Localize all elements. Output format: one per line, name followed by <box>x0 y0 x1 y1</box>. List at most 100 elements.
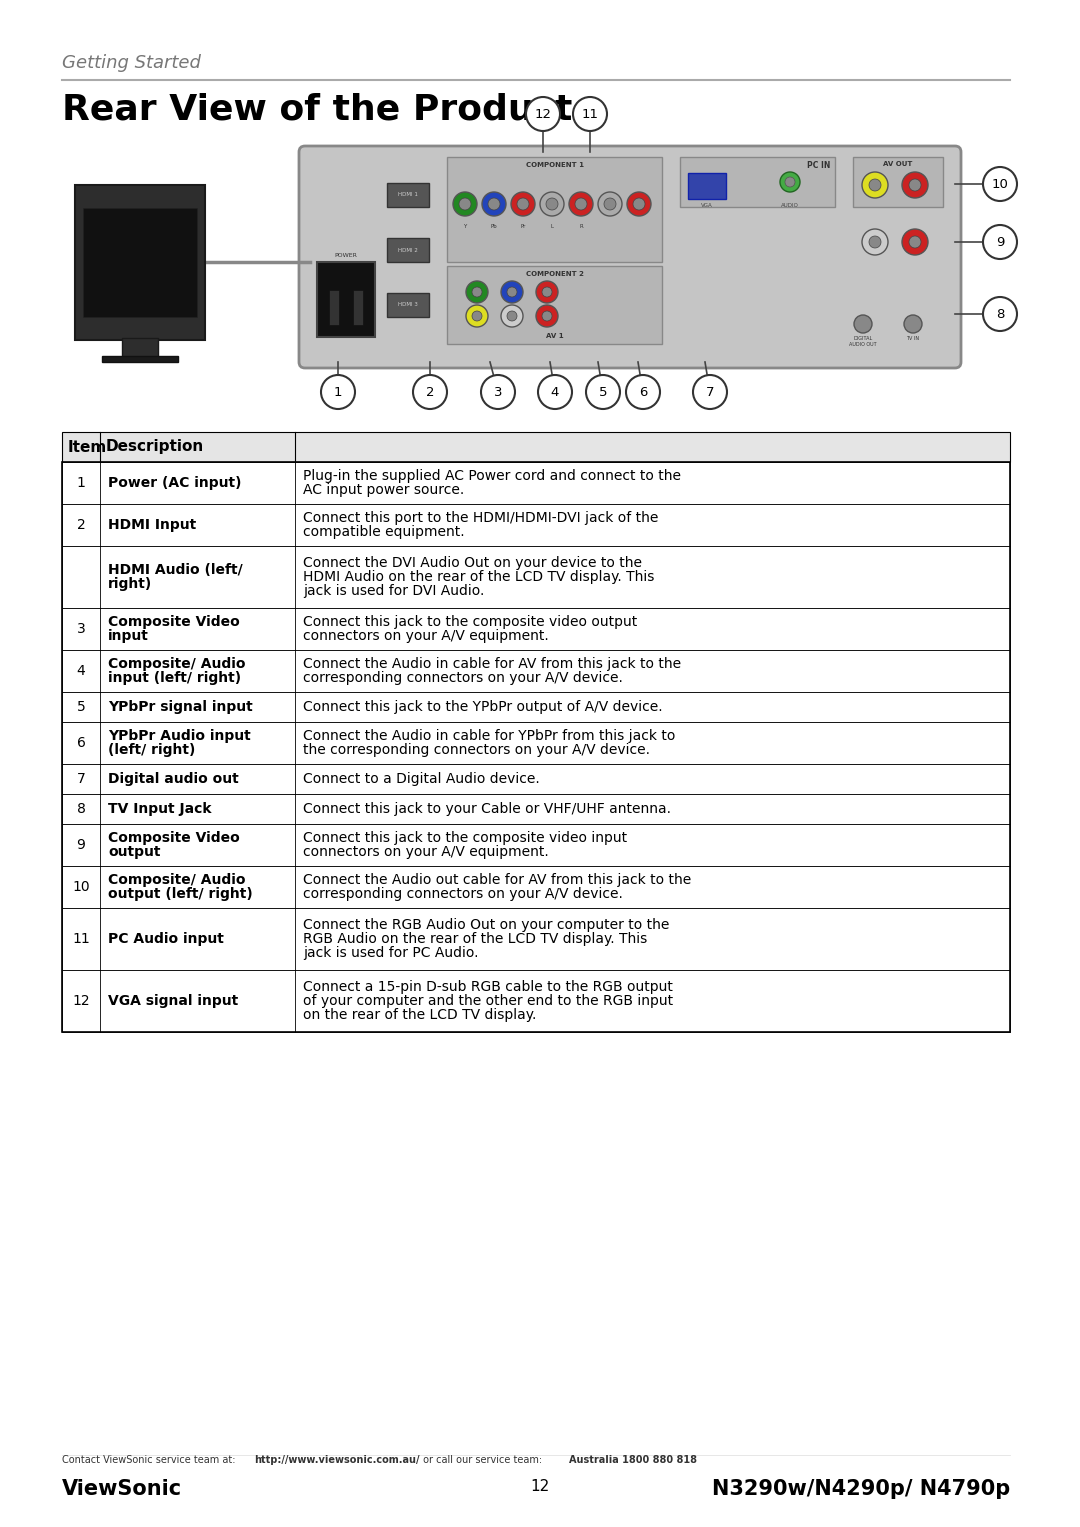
Text: AC input power source.: AC input power source. <box>303 483 464 496</box>
Circle shape <box>459 199 471 211</box>
Text: VGA: VGA <box>701 203 713 208</box>
Text: of your computer and the other end to the RGB input: of your computer and the other end to th… <box>303 994 673 1008</box>
Circle shape <box>482 192 507 215</box>
Text: connectors on your A/V equipment.: connectors on your A/V equipment. <box>303 629 549 643</box>
Text: 6: 6 <box>77 736 85 750</box>
Circle shape <box>542 312 552 321</box>
Text: Power (AC input): Power (AC input) <box>108 476 242 490</box>
Text: output (left/ right): output (left/ right) <box>108 887 253 901</box>
Text: TV IN: TV IN <box>906 336 919 341</box>
Text: Connect this jack to your Cable or VHF/UHF antenna.: Connect this jack to your Cable or VHF/U… <box>303 802 671 815</box>
Text: HDMI 3: HDMI 3 <box>399 302 418 307</box>
Text: corresponding connectors on your A/V device.: corresponding connectors on your A/V dev… <box>303 887 623 901</box>
Text: HDMI Audio (left/: HDMI Audio (left/ <box>108 563 243 577</box>
Text: 4: 4 <box>77 664 85 678</box>
Text: COMPONENT 2: COMPONENT 2 <box>526 270 583 276</box>
Text: Digital audio out: Digital audio out <box>108 773 239 786</box>
Text: N3290w/N4290p/ N4790p: N3290w/N4290p/ N4790p <box>712 1480 1010 1500</box>
Bar <box>75 185 205 339</box>
Text: (left/ right): (left/ right) <box>108 744 195 757</box>
Bar <box>318 263 375 337</box>
Circle shape <box>854 315 872 333</box>
Text: PC Audio input: PC Audio input <box>108 931 224 947</box>
Text: Connect this jack to the YPbPr output of A/V device.: Connect this jack to the YPbPr output of… <box>303 699 663 715</box>
Text: or call our service team:: or call our service team: <box>420 1455 545 1464</box>
Bar <box>102 356 178 362</box>
Bar <box>62 825 1010 866</box>
Text: Connect the Audio in cable for AV from this jack to the: Connect the Audio in cable for AV from t… <box>303 657 681 670</box>
Text: 12: 12 <box>72 994 90 1008</box>
Circle shape <box>633 199 645 211</box>
Text: Getting Started: Getting Started <box>62 53 201 72</box>
Circle shape <box>413 376 447 409</box>
Text: HDMI Audio on the rear of the LCD TV display. This: HDMI Audio on the rear of the LCD TV dis… <box>303 570 654 583</box>
Text: 2: 2 <box>426 385 434 399</box>
Text: Composite/ Audio: Composite/ Audio <box>108 873 245 887</box>
Circle shape <box>465 305 488 327</box>
Circle shape <box>465 281 488 302</box>
Circle shape <box>542 287 552 296</box>
Circle shape <box>785 177 795 186</box>
Bar <box>122 337 158 357</box>
Bar <box>353 290 363 325</box>
Text: 8: 8 <box>996 307 1004 321</box>
Circle shape <box>598 192 622 215</box>
Circle shape <box>453 192 477 215</box>
Text: HDMI 1: HDMI 1 <box>399 192 418 197</box>
Text: Item: Item <box>68 440 107 455</box>
Text: 1: 1 <box>77 476 85 490</box>
Circle shape <box>909 237 921 247</box>
Text: 1: 1 <box>334 385 342 399</box>
Bar <box>447 157 662 263</box>
Text: COMPONENT 1: COMPONENT 1 <box>526 162 583 168</box>
Circle shape <box>536 281 558 302</box>
Text: Connect this jack to the composite video input: Connect this jack to the composite video… <box>303 831 627 844</box>
Text: HDMI 2: HDMI 2 <box>399 247 418 252</box>
Bar <box>62 722 1010 764</box>
Text: connectors on your A/V equipment.: connectors on your A/V equipment. <box>303 844 549 860</box>
Bar <box>62 463 1010 1032</box>
Text: 2: 2 <box>77 518 85 531</box>
Text: compatible equipment.: compatible equipment. <box>303 525 464 539</box>
Circle shape <box>573 98 607 131</box>
Text: Australia 1800 880 818: Australia 1800 880 818 <box>569 1455 697 1464</box>
Circle shape <box>604 199 616 211</box>
Text: 6: 6 <box>638 385 647 399</box>
Circle shape <box>538 376 572 409</box>
Circle shape <box>511 192 535 215</box>
Text: YPbPr Audio input: YPbPr Audio input <box>108 728 251 744</box>
Text: 12: 12 <box>530 1480 550 1493</box>
Text: 11: 11 <box>581 107 598 121</box>
Circle shape <box>693 376 727 409</box>
Bar <box>62 651 1010 692</box>
Text: HDMI Input: HDMI Input <box>108 518 197 531</box>
Circle shape <box>862 173 888 199</box>
Circle shape <box>780 173 800 192</box>
Text: L: L <box>551 224 554 229</box>
Text: 5: 5 <box>77 699 85 715</box>
Bar <box>62 432 1010 463</box>
Bar <box>853 157 943 208</box>
Text: Connect the Audio out cable for AV from this jack to the: Connect the Audio out cable for AV from … <box>303 873 691 887</box>
Text: on the rear of the LCD TV display.: on the rear of the LCD TV display. <box>303 1008 537 1022</box>
Text: AV 1: AV 1 <box>545 333 564 339</box>
Bar <box>387 293 429 318</box>
Bar <box>688 173 726 199</box>
Bar <box>447 266 662 344</box>
Text: Description: Description <box>106 440 204 455</box>
Text: jack is used for PC Audio.: jack is used for PC Audio. <box>303 947 478 960</box>
Text: 9: 9 <box>996 235 1004 249</box>
Text: Plug-in the supplied AC Power cord and connect to the: Plug-in the supplied AC Power cord and c… <box>303 469 681 483</box>
Text: VGA signal input: VGA signal input <box>108 994 239 1008</box>
Text: 10: 10 <box>72 880 90 893</box>
Bar <box>62 608 1010 651</box>
Text: Connect this jack to the composite video output: Connect this jack to the composite video… <box>303 615 637 629</box>
Circle shape <box>902 229 928 255</box>
Circle shape <box>481 376 515 409</box>
Circle shape <box>983 296 1017 331</box>
Circle shape <box>869 179 881 191</box>
Bar <box>62 909 1010 970</box>
Text: Connect to a Digital Audio device.: Connect to a Digital Audio device. <box>303 773 540 786</box>
Text: http://www.viewsonic.com.au/: http://www.viewsonic.com.au/ <box>254 1455 419 1464</box>
Bar <box>62 692 1010 722</box>
